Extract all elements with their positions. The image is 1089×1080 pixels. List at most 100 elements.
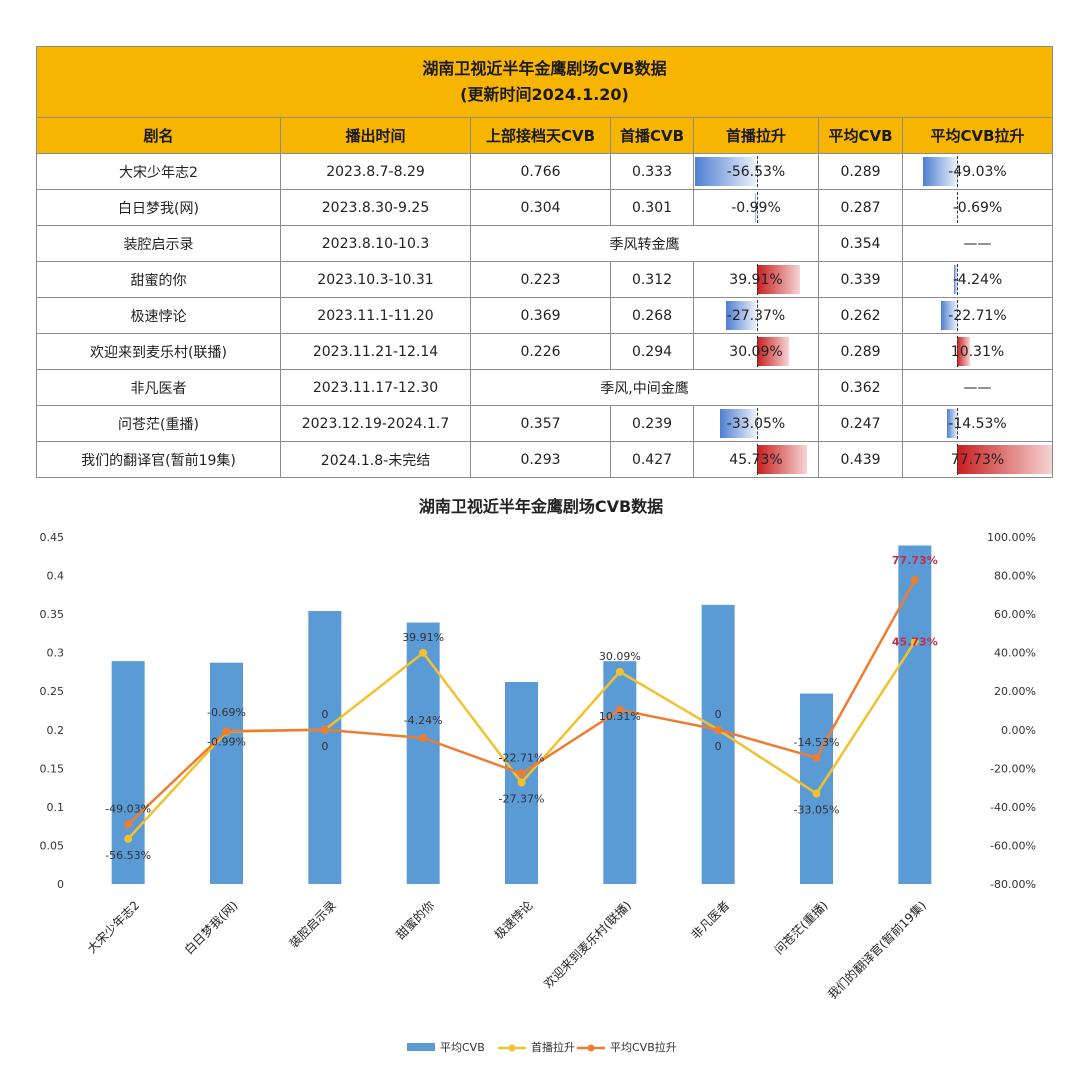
databar-axis <box>957 336 958 367</box>
databar <box>720 409 757 438</box>
cell-avg-rise: 77.73% <box>902 441 1053 478</box>
y-right-tick-label: 80.00% <box>994 570 1036 583</box>
cell-first-cvb: 0.268 <box>610 297 694 334</box>
cell-air-time: 2023.8.10-10.3 <box>280 225 471 262</box>
databar <box>756 445 807 474</box>
cell-name: 非凡医者 <box>36 369 281 406</box>
databar-axis <box>957 300 958 331</box>
table-header-row: 剧名 播出时间 上部接档天CVB 首播CVB 首播拉升 平均CVB 平均CVB拉… <box>36 117 1053 154</box>
x-category-label: 极速悖论 <box>492 898 536 942</box>
y-right-tick-label: 0.00% <box>1001 724 1036 737</box>
data-label-avg-rise: 77.73% <box>892 554 938 567</box>
header-avg-cvb: 平均CVB <box>818 117 903 154</box>
cell-first-rise: -27.37% <box>693 297 819 334</box>
data-label-avg-rise: -0.69% <box>207 706 246 719</box>
cell-air-time: 2024.1.8-未完结 <box>280 441 471 478</box>
bar-avg-cvb <box>800 693 833 884</box>
y-left-tick-label: 0.45 <box>40 531 65 544</box>
cell-avg-rise: —— <box>902 225 1053 262</box>
databar <box>756 265 801 294</box>
cell-air-time: 2023.10.3-10.31 <box>280 261 471 298</box>
cell-value: -0.99% <box>731 199 781 216</box>
databar-axis <box>756 156 758 187</box>
point-avg-rise <box>517 769 526 778</box>
y-right-tick-label: -40.00% <box>990 801 1036 814</box>
cell-first-rise: 30.09% <box>693 333 819 370</box>
data-label-first-rise: -27.37% <box>499 793 545 806</box>
cell-avg-rise: -4.24% <box>902 261 1053 298</box>
cell-merged-note: 季风转金鹰 <box>470 225 819 262</box>
x-category-label: 我们的翻译官(暂前19集) <box>825 898 929 1002</box>
point-first-rise <box>419 648 428 657</box>
cell-name: 白日梦我(网) <box>36 189 281 226</box>
table-row: 极速悖论 2023.11.1-11.20 0.369 0.268 -27.37% 0.26… <box>36 297 1053 334</box>
cell-name: 欢迎来到麦乐村(联播) <box>36 333 281 370</box>
table-row: 甜蜜的你 2023.10.3-10.31 0.223 0.312 39.91% 0.339… <box>36 261 1053 298</box>
databar-axis <box>756 408 758 439</box>
bar-avg-cvb <box>898 545 932 884</box>
point-avg-rise <box>419 733 428 742</box>
databar <box>954 265 957 294</box>
data-label-first-rise: -0.99% <box>207 736 246 749</box>
table-row: 白日梦我(网) 2023.8.30-9.25 0.304 0.301 -0.99% 0.2… <box>36 189 1053 226</box>
databar-axis <box>756 192 758 223</box>
y-left-tick-label: 0.15 <box>40 762 65 775</box>
data-label-avg-rise: 0 <box>715 740 722 753</box>
databar-axis <box>756 336 758 367</box>
cell-name: 甜蜜的你 <box>36 261 281 298</box>
data-label-first-rise: 0 <box>321 708 328 721</box>
data-label-avg-rise: -22.71% <box>499 752 545 765</box>
x-category-label: 问苍茫(重播) <box>772 898 831 957</box>
table-row: 我们的翻译官(暂前19集) 2024.1.8-未完结 0.293 0.427 45.73… <box>36 441 1053 478</box>
point-avg-rise <box>124 820 133 829</box>
point-avg-rise <box>714 725 723 734</box>
cell-avg-cvb: 0.354 <box>818 225 903 262</box>
cell-avg-rise: -22.71% <box>902 297 1053 334</box>
cell-avg-cvb: 0.262 <box>818 297 903 334</box>
cell-value: 45.73% <box>729 451 783 468</box>
cell-value: -22.71% <box>948 307 1007 324</box>
point-avg-rise <box>615 705 624 714</box>
x-category-label: 欢迎来到麦乐村(联播) <box>540 898 634 992</box>
cell-avg-cvb: 0.362 <box>818 369 903 406</box>
cell-avg-rise: -14.53% <box>902 405 1053 442</box>
cell-avg-rise: -0.69% <box>902 189 1053 226</box>
y-left-tick-label: 0.05 <box>40 839 65 852</box>
cell-first-cvb: 0.239 <box>610 405 694 442</box>
table-row: 非凡医者 2023.11.17-12.30 季风,中间金鹰 0.362 —— <box>36 369 1053 406</box>
point-first-rise <box>615 667 624 676</box>
cell-avg-rise: 10.31% <box>902 333 1053 370</box>
cell-prev-cvb: 0.357 <box>470 405 611 442</box>
cell-name: 极速悖论 <box>36 297 281 334</box>
cell-merged-note: 季风,中间金鹰 <box>470 369 819 406</box>
cell-value: -4.24% <box>952 271 1003 288</box>
cell-value: 77.73% <box>950 451 1005 468</box>
databar-axis <box>756 300 758 331</box>
point-first-rise <box>812 789 821 798</box>
cell-value: 30.09% <box>729 343 783 360</box>
cell-prev-cvb: 0.304 <box>470 189 611 226</box>
chart-svg: 湖南卫视近半年金鹰剧场CVB数据 0.45 0.4 0.35 0.3 0.25 0.2 0.… <box>40 497 1037 1054</box>
databar-axis <box>756 444 758 475</box>
header-prev-cvb: 上部接档天CVB <box>470 117 611 154</box>
legend-marker-first-rise <box>508 1044 516 1052</box>
cell-avg-cvb: 0.439 <box>818 441 903 478</box>
point-first-rise <box>517 778 526 787</box>
y-left-tick-label: 0.1 <box>47 801 65 814</box>
bar-avg-cvb <box>210 662 243 884</box>
cell-value: -56.53% <box>726 163 786 180</box>
y-right-tick-label: -80.00% <box>990 878 1036 891</box>
cell-air-time: 2023.11.1-11.20 <box>280 297 471 334</box>
legend-swatch-avg-cvb <box>407 1043 435 1051</box>
header-first-cvb: 首播CVB <box>610 117 694 154</box>
chart-title: 湖南卫视近半年金鹰剧场CVB数据 <box>419 497 663 516</box>
cell-first-rise: 39.91% <box>693 261 819 298</box>
databar <box>756 337 790 366</box>
legend-label-first-rise: 首播拉升 <box>531 1040 575 1054</box>
databar-axis <box>756 264 758 295</box>
data-label-first-rise: -56.53% <box>105 849 151 862</box>
cell-value: -27.37% <box>726 307 786 324</box>
databar-axis <box>957 192 958 223</box>
y-left-tick-label: 0.35 <box>40 608 65 621</box>
point-avg-rise <box>320 725 329 734</box>
